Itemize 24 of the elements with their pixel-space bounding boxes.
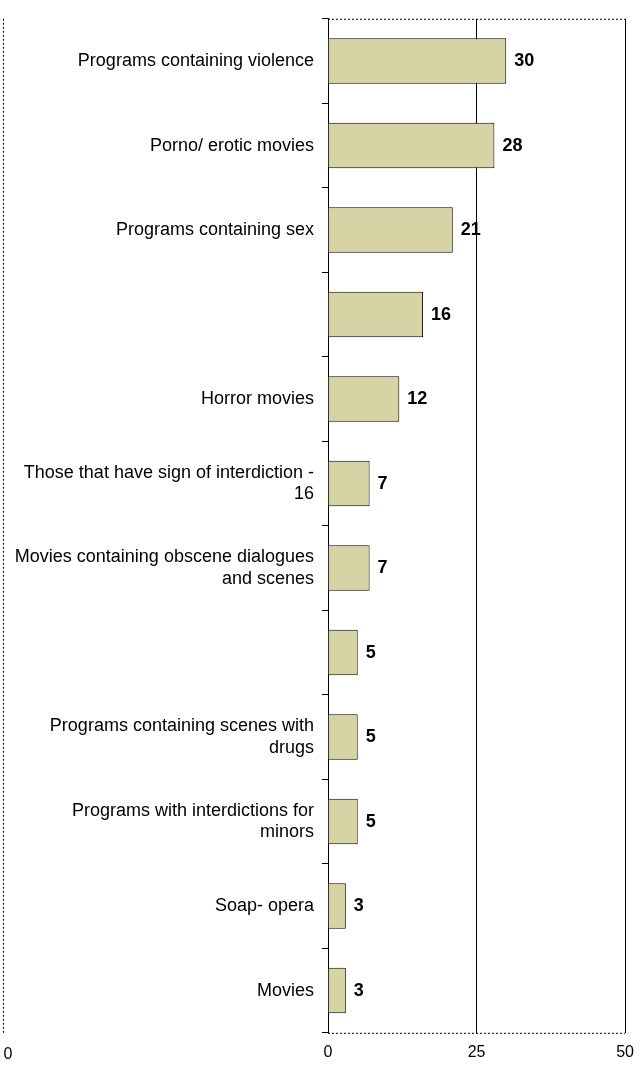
data-label: 5 <box>365 810 376 831</box>
y-tick-label: Horror movies <box>200 388 314 409</box>
data-label: 5 <box>365 641 376 662</box>
y-tick-label: Porno/ erotic movies <box>149 134 314 155</box>
data-label: 3 <box>353 979 364 1000</box>
y-tick-label: Soap- opera <box>214 895 315 916</box>
x-tick-label: 25 <box>467 1042 486 1060</box>
y-tick-label: Those that have sign of interdiction - 16 <box>23 461 314 504</box>
data-label: 30 <box>514 50 535 71</box>
data-label: 7 <box>377 557 388 578</box>
y-tick-label: Movies containing obscene dialogues and scenes <box>14 546 314 588</box>
data-label: 12 <box>407 388 428 409</box>
y-tick-label: Programs containing scenes with drugs <box>49 715 314 757</box>
data-label: 16 <box>431 303 452 324</box>
y-tick-label: Movies <box>256 979 314 1000</box>
data-label: 3 <box>353 895 364 916</box>
data-label: 28 <box>502 134 523 155</box>
y-tick-label: Programs containing sex <box>115 219 314 240</box>
y-tick-label: Programs containing violence <box>77 50 314 71</box>
x-tick-label: 0 <box>323 1042 333 1060</box>
data-label: 7 <box>377 472 388 493</box>
y-tick-label: Programs with interdictions for minors <box>71 799 314 842</box>
x-tick-label: 50 <box>616 1042 635 1060</box>
data-label: 5 <box>365 726 376 747</box>
